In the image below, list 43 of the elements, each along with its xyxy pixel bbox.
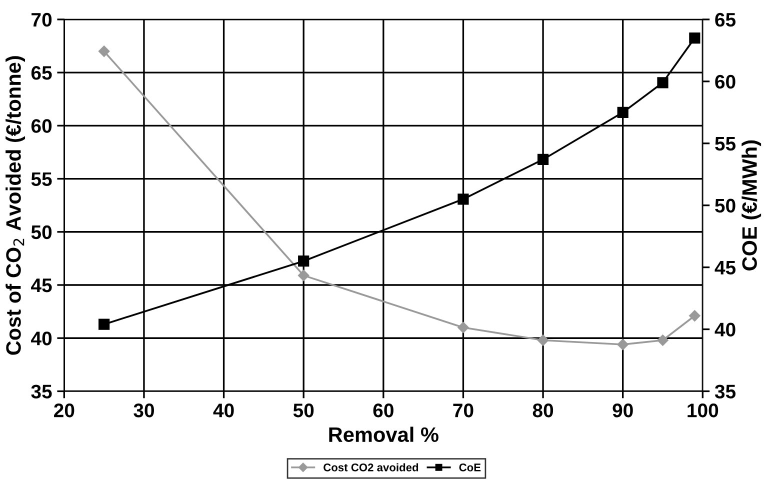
legend-label: Cost CO2 avoided	[324, 463, 418, 472]
point	[298, 256, 310, 267]
point	[537, 334, 549, 346]
x-tick-label: 50	[293, 404, 314, 418]
y2-tick-label: 55	[715, 137, 736, 151]
point	[98, 318, 110, 330]
point	[458, 322, 469, 334]
y2-tick-label: 60	[715, 74, 736, 89]
point	[657, 334, 668, 346]
x-tick-label: 30	[134, 404, 154, 418]
point	[298, 270, 310, 282]
y-tick-label: 50	[31, 225, 52, 240]
y-tick-label: 60	[31, 119, 52, 133]
y2-tick-label: 40	[714, 322, 736, 336]
y-tick-label: 70	[32, 12, 52, 27]
x-tick-label: 40	[213, 404, 234, 418]
x-axis-title: Removal %	[329, 426, 438, 442]
y-tick-label: 65	[31, 66, 52, 80]
x-tick-label: 100	[688, 404, 718, 418]
x-tick-label: 80	[532, 404, 554, 418]
y2-tick-label: 35	[714, 384, 736, 398]
y2-tick-label: 45	[714, 260, 736, 275]
point	[657, 77, 668, 88]
x-tick-label: 70	[453, 404, 474, 418]
y-tick-label: 55	[31, 172, 52, 186]
y-axis-title: Cost of CO$_{2}$ Avoided (€/tonne)	[6, 56, 26, 355]
y2-tick-label: 50	[715, 198, 736, 213]
y-tick-label: 35	[31, 384, 52, 398]
x-tick-label: 90	[612, 404, 633, 418]
point	[689, 32, 700, 44]
y-tick-label: 40	[31, 332, 52, 346]
point	[689, 310, 700, 322]
y2-tick-label: 65	[715, 12, 736, 27]
point	[617, 338, 628, 350]
point	[458, 194, 469, 205]
point	[617, 106, 628, 118]
legend-label: CoE	[459, 464, 481, 472]
y2-axis-title: COE (€/MWh)	[742, 140, 762, 270]
x-tick-label: 20	[54, 404, 74, 418]
x-tick-label: 60	[373, 404, 394, 418]
point	[98, 46, 110, 57]
point	[537, 154, 549, 166]
y-tick-label: 45	[31, 278, 52, 292]
